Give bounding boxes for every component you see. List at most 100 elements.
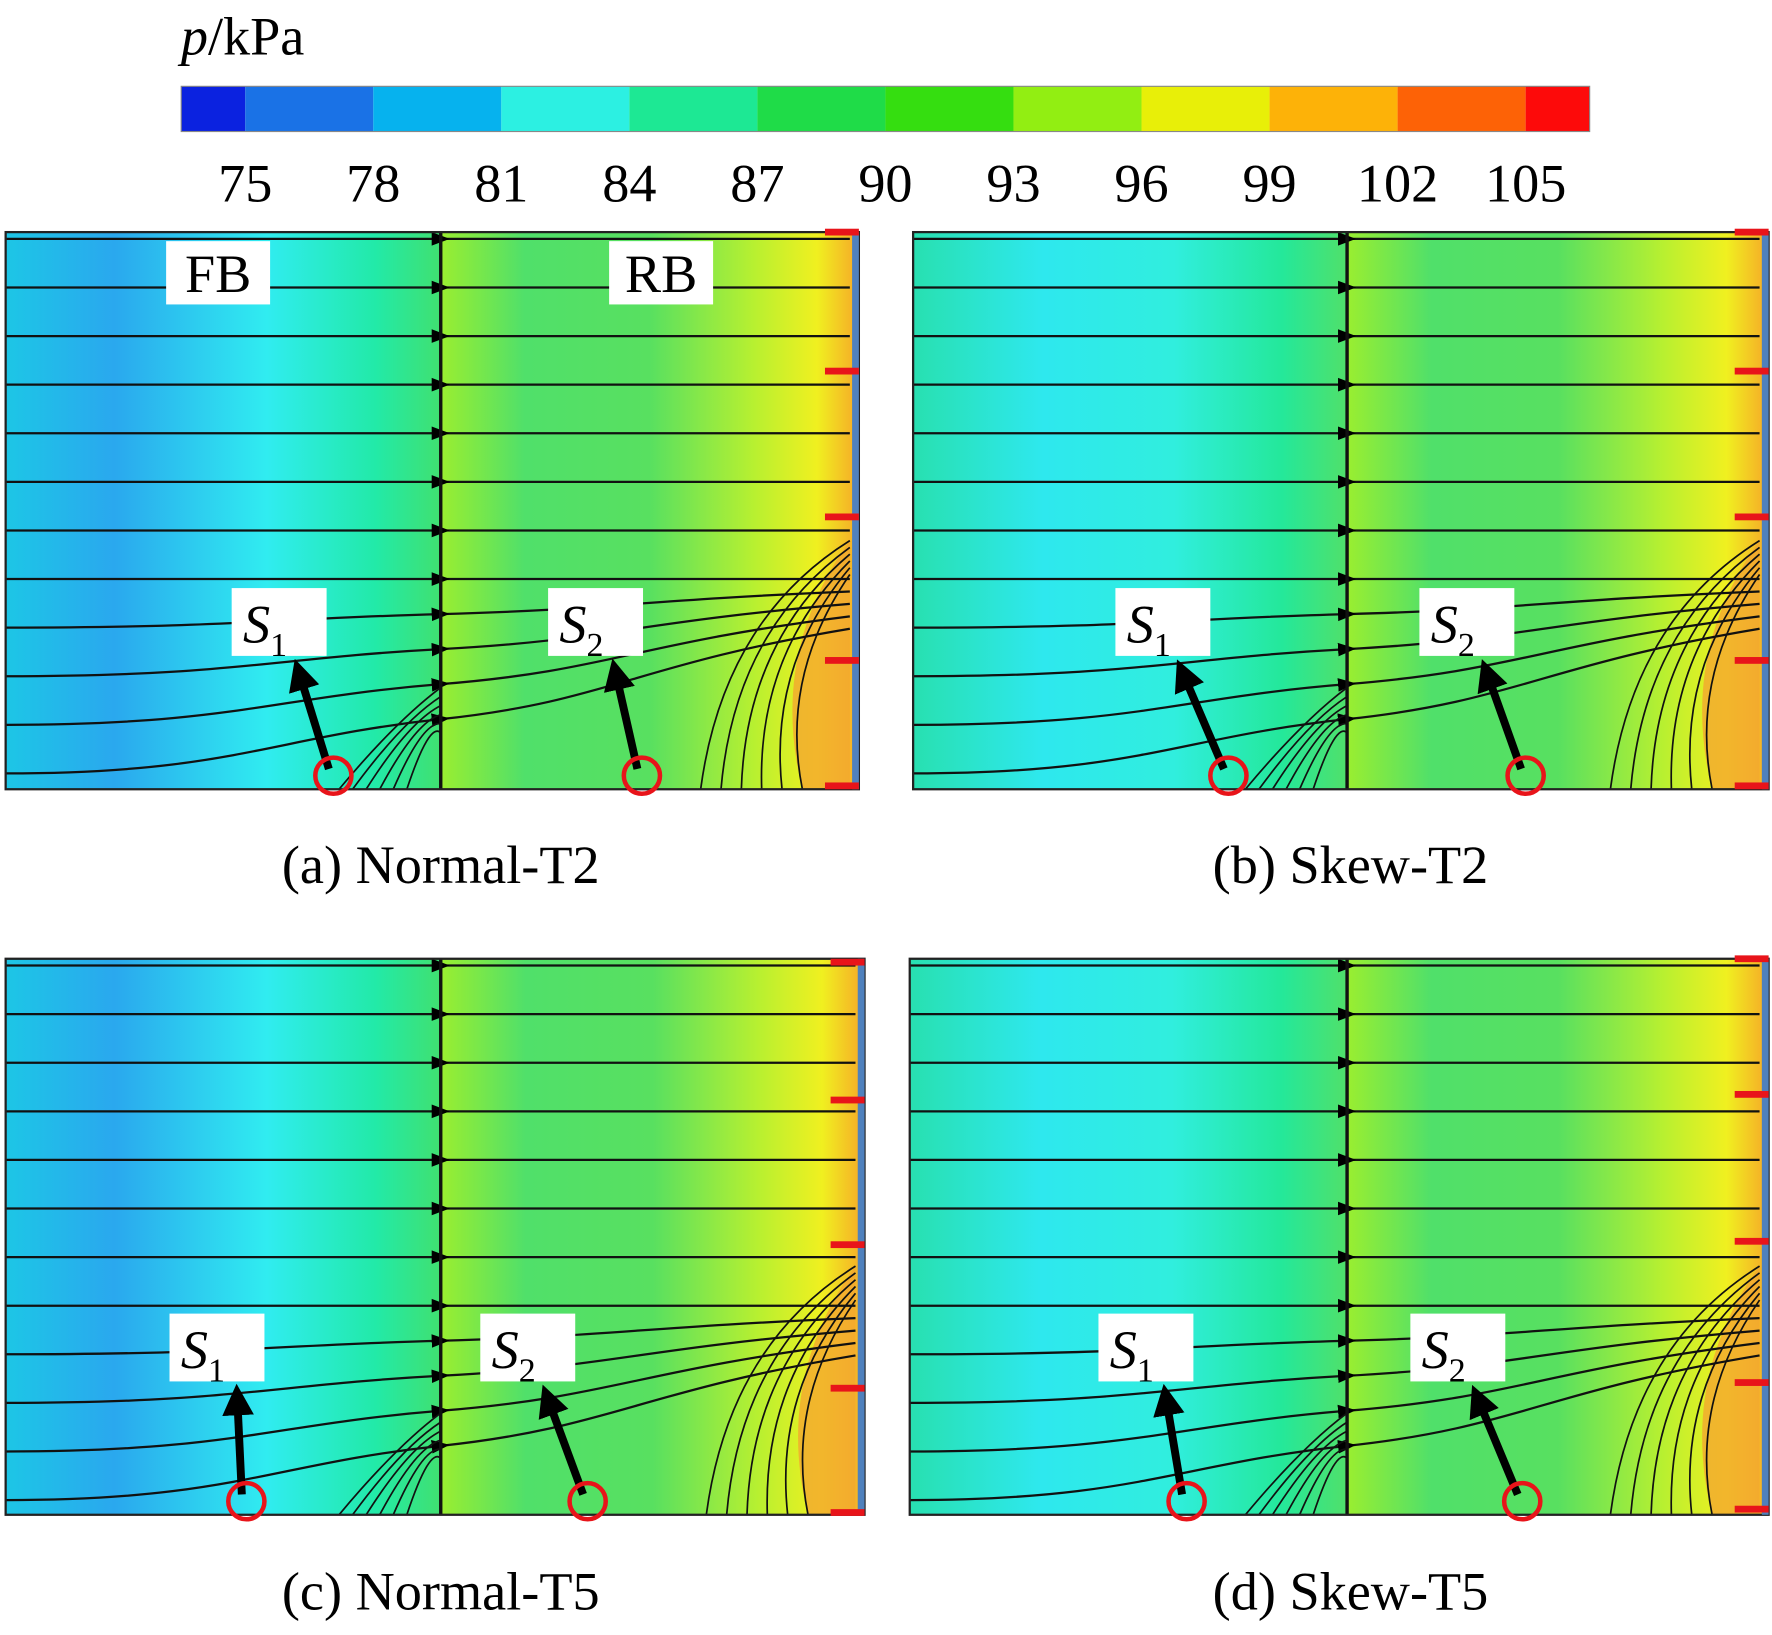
front-blade-field xyxy=(5,232,441,790)
red-marker xyxy=(1734,367,1769,375)
wall xyxy=(852,232,859,790)
separation-label-box xyxy=(1410,1313,1506,1382)
corner-streamline xyxy=(1670,560,1761,790)
corner-region xyxy=(1702,540,1760,790)
red-marker xyxy=(1734,955,1769,963)
rear-blade-field xyxy=(1347,232,1769,790)
corner-streamline xyxy=(1629,1272,1761,1515)
corner-streamline xyxy=(338,1412,442,1516)
panel: S1 S2(d) Skew-T5 xyxy=(908,955,1770,1622)
red-marker xyxy=(830,1509,865,1516)
region-label: RB xyxy=(625,244,697,304)
corner-streamline xyxy=(1298,1448,1348,1516)
corner-streamline xyxy=(1244,1412,1348,1516)
region-label: FB xyxy=(185,244,251,304)
corner-streamline xyxy=(766,1285,857,1515)
corner-streamline xyxy=(746,1279,857,1515)
letter: S xyxy=(492,1320,519,1380)
separation-label-box xyxy=(480,1313,576,1382)
corner-streamline xyxy=(351,1421,442,1516)
separation-label-box xyxy=(231,588,327,656)
corner-streamline xyxy=(705,1265,856,1515)
corner-streamline xyxy=(1629,546,1761,790)
separation-point xyxy=(621,755,663,797)
corner-streamline xyxy=(740,553,851,790)
letter: S xyxy=(1422,1320,1449,1380)
subscript: 1 xyxy=(208,1352,225,1389)
panel-caption: (d) Skew-T5 xyxy=(1213,1562,1489,1622)
corner-streamline xyxy=(351,695,442,790)
pointer-arrow xyxy=(1153,1383,1186,1496)
red-marker xyxy=(1734,1379,1769,1386)
subscript: 1 xyxy=(1137,1352,1154,1389)
separation-point xyxy=(313,755,354,797)
front-blade-field xyxy=(909,958,1348,1515)
colorbar-tick-label: 87 xyxy=(730,154,784,214)
separation-label: S2 xyxy=(1422,1320,1466,1390)
colorbar-tick-label: 75 xyxy=(218,154,272,214)
colorbar-segment xyxy=(245,86,374,132)
corner-streamline xyxy=(1244,686,1348,790)
red-marker xyxy=(1734,1505,1769,1513)
colorbar-segment xyxy=(629,86,758,132)
pointer-arrow xyxy=(222,1383,254,1495)
pointer-arrow xyxy=(1174,659,1228,771)
subscript: 1 xyxy=(270,627,287,664)
colorbar-segment xyxy=(1141,86,1270,132)
separation-label: S2 xyxy=(1431,594,1475,664)
colorbar-segment xyxy=(1013,86,1142,132)
colorbar-tick-label: 105 xyxy=(1485,154,1566,214)
subscript: 2 xyxy=(519,1352,536,1389)
region-label-box xyxy=(166,241,271,305)
colorbar-tick-label: 78 xyxy=(346,154,400,214)
corner-streamline xyxy=(1609,539,1761,790)
letter: S xyxy=(1127,594,1154,654)
rear-blade-field xyxy=(1347,958,1769,1515)
colorbar-segment xyxy=(885,86,1014,132)
separation-label: S1 xyxy=(181,1320,225,1390)
red-marker xyxy=(824,657,859,664)
pointer-arrow xyxy=(1477,659,1525,771)
colorbar-tick-label: 93 xyxy=(986,154,1040,214)
separation-point xyxy=(1505,755,1546,797)
wall xyxy=(857,958,865,1515)
letter: S xyxy=(1110,1320,1137,1380)
corner-streamline xyxy=(365,1430,442,1516)
colorbar-title: p/kPa xyxy=(177,7,305,67)
unit: /kPa xyxy=(208,7,304,67)
red-marker xyxy=(824,228,859,236)
corner-streamline xyxy=(725,1272,856,1515)
corner-streamline xyxy=(392,1448,441,1516)
red-marker xyxy=(1734,1237,1769,1245)
subscript: 2 xyxy=(1449,1352,1466,1389)
red-marker xyxy=(830,1096,865,1104)
red-marker xyxy=(1734,657,1769,664)
panel-caption: (a) Normal-T2 xyxy=(282,835,600,895)
corner-streamline xyxy=(801,1299,857,1515)
colorbar-tick-label: 99 xyxy=(1242,154,1296,214)
corner-region xyxy=(798,1266,856,1515)
panel-caption: (b) Skew-T2 xyxy=(1213,835,1489,895)
corner-streamline xyxy=(378,1439,441,1516)
red-marker xyxy=(1734,782,1769,790)
letter: S xyxy=(243,594,270,654)
colorbar-segment xyxy=(1525,86,1590,132)
corner-region xyxy=(792,540,850,790)
separation-label: S1 xyxy=(243,594,287,664)
front-blade-field xyxy=(5,958,441,1515)
subscript: 1 xyxy=(1154,627,1171,664)
corner-region xyxy=(1702,1266,1760,1515)
separation-point xyxy=(1208,755,1249,797)
region-label-box xyxy=(609,241,714,305)
corner-streamline xyxy=(1689,1292,1761,1515)
corner-streamline xyxy=(1705,574,1761,790)
separation-label: S2 xyxy=(492,1320,536,1390)
red-marker xyxy=(830,1241,865,1249)
red-marker xyxy=(1734,1090,1769,1098)
pointer-arrow xyxy=(603,658,642,770)
rear-blade-field xyxy=(440,958,865,1515)
separation-label-box xyxy=(1419,588,1515,656)
